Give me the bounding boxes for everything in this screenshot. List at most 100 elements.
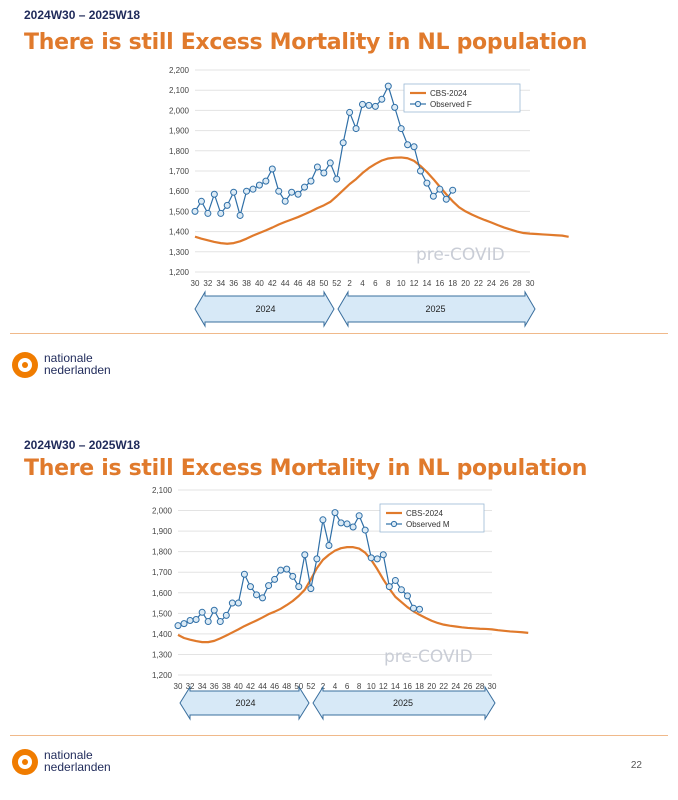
year-band-label: 2024: [235, 698, 255, 708]
x-tick-label: 52: [306, 682, 315, 691]
x-tick-label: 28: [475, 682, 484, 691]
observed-point: [198, 608, 206, 616]
pre-covid-watermark: pre-COVID: [416, 245, 505, 265]
observed-point: [275, 187, 283, 195]
y-tick-label: 1,400: [169, 228, 190, 237]
observed-point: [391, 103, 399, 111]
observed-point: [361, 526, 369, 534]
observed-point: [246, 583, 254, 591]
y-tick-label: 1,600: [152, 589, 173, 598]
x-tick-label: 42: [246, 682, 255, 691]
observed-point: [216, 618, 224, 626]
x-tick-label: 16: [435, 279, 444, 288]
x-tick-label: 22: [474, 279, 483, 288]
legend-marker-observed: [390, 520, 398, 528]
observed-point: [210, 606, 218, 614]
x-tick-label: 16: [403, 682, 412, 691]
page-number: 22: [630, 760, 642, 771]
y-tick-label: 1,700: [152, 568, 173, 577]
observed-point: [410, 143, 418, 151]
observed-point: [320, 169, 328, 177]
x-tick-label: 30: [174, 682, 183, 691]
x-tick-label: 14: [391, 682, 400, 691]
observed-point: [397, 586, 405, 594]
observed-point: [217, 209, 225, 217]
observed-point: [243, 187, 251, 195]
x-tick-label: 36: [229, 279, 238, 288]
observed-point: [404, 141, 412, 149]
observed-point: [192, 616, 200, 623]
x-tick-label: 6: [345, 682, 350, 691]
y-tick-label: 1,300: [152, 650, 173, 659]
observed-point: [378, 95, 386, 103]
x-tick-label: 44: [258, 682, 267, 691]
nn-logo: nationale nederlanden: [12, 747, 152, 777]
observed-point: [331, 509, 339, 517]
x-tick-label: 26: [500, 279, 509, 288]
year-band-label: 2024: [255, 304, 275, 314]
x-tick-label: 8: [357, 682, 362, 691]
observed-point: [397, 125, 405, 133]
y-tick-label: 2,000: [169, 106, 190, 115]
observed-point: [384, 82, 392, 90]
x-tick-label: 12: [410, 279, 419, 288]
series-line-expected: [177, 546, 529, 644]
observed-point: [234, 599, 242, 607]
x-tick-label: 24: [451, 682, 460, 691]
observed-point: [301, 183, 309, 191]
observed-point: [403, 592, 411, 600]
y-tick-label: 1,200: [169, 268, 190, 277]
observed-point: [379, 551, 387, 559]
observed-point: [262, 177, 270, 185]
x-tick-label: 6: [373, 279, 378, 288]
observed-point: [222, 611, 230, 619]
x-tick-label: 26: [463, 682, 472, 691]
observed-point: [294, 190, 302, 198]
x-tick-label: 48: [307, 279, 316, 288]
x-tick-label: 4: [360, 279, 365, 288]
y-tick-label: 1,800: [169, 147, 190, 156]
observed-point: [228, 599, 236, 607]
observed-point: [268, 165, 276, 173]
x-tick-label: 36: [210, 682, 219, 691]
legend-box: [403, 83, 521, 113]
legend-box: [379, 503, 485, 533]
x-tick-label: 20: [427, 682, 436, 691]
observed-point: [373, 555, 381, 563]
year-band-2024: [179, 685, 310, 721]
observed-point: [307, 177, 315, 185]
x-tick-label: 38: [222, 682, 231, 691]
legend-label: Observed F: [430, 100, 472, 109]
observed-point: [429, 192, 437, 200]
observed-point: [349, 523, 357, 531]
observed-point: [326, 159, 334, 167]
x-tick-label: 44: [281, 279, 290, 288]
series-line-expected: [194, 156, 569, 245]
x-tick-label: 50: [319, 279, 328, 288]
x-tick-label: 20: [461, 279, 470, 288]
year-band-label: 2025: [425, 304, 445, 314]
x-tick-label: 2: [347, 279, 352, 288]
observed-point: [240, 570, 248, 578]
period-label: 2024W30 – 2025W18: [24, 438, 141, 452]
x-tick-label: 32: [203, 279, 212, 288]
x-tick-label: 34: [216, 279, 225, 288]
observed-point: [416, 167, 424, 175]
nn-logo: nationale nederlanden: [12, 350, 152, 380]
x-tick-label: 28: [513, 279, 522, 288]
observed-point: [391, 576, 399, 584]
observed-point: [385, 583, 393, 591]
observed-point: [191, 207, 199, 215]
observed-point: [339, 139, 347, 147]
legend-marker-observed: [414, 100, 422, 108]
year-band-2024: [194, 290, 335, 328]
x-tick-label: 18: [448, 279, 457, 288]
slide-title: There is still Excess Mortality in NL po…: [24, 456, 588, 481]
nn-logo-icon: [12, 749, 38, 775]
x-tick-label: 38: [242, 279, 251, 288]
y-tick-label: 1,600: [169, 187, 190, 196]
y-tick-label: 2,200: [169, 66, 190, 75]
year-band-label: 2025: [393, 698, 413, 708]
observed-point: [288, 188, 296, 196]
x-tick-label: 34: [198, 682, 207, 691]
